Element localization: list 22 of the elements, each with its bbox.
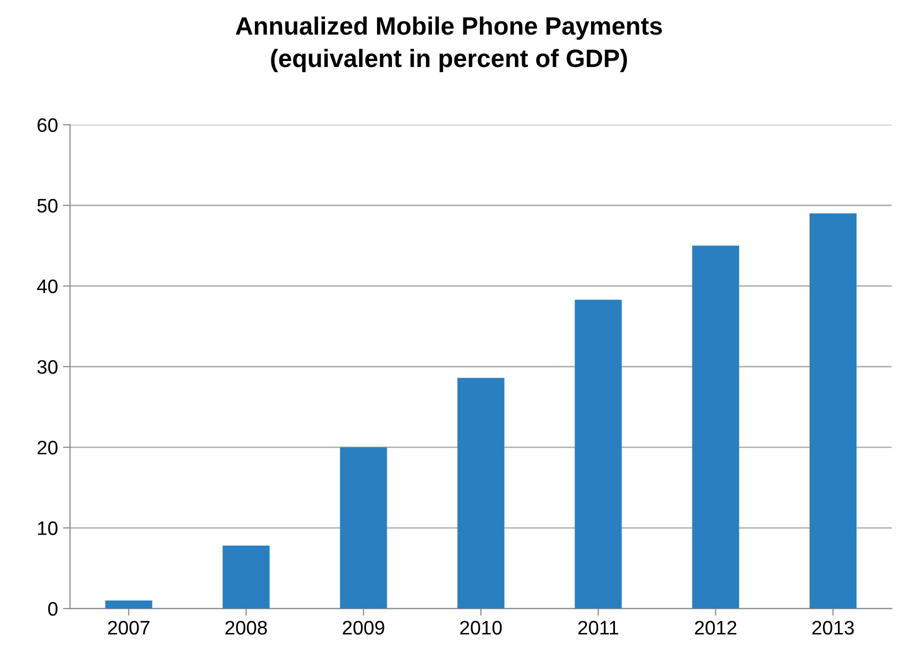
x-tick-label: 2012: [694, 620, 736, 635]
chart-title: Annualized Mobile Phone Payments (equivalent in percent of GDP): [236, 16, 662, 72]
y-tick-label: 60: [38, 118, 58, 132]
y-tick-label: 50: [37, 198, 58, 213]
x-tick-label: 2009: [342, 620, 384, 635]
y-tick-label: 0: [48, 602, 58, 616]
y-tick-label: 10: [38, 521, 58, 536]
y-tick-label: 20: [38, 440, 58, 454]
bar: [810, 213, 856, 609]
y-tick-label: 40: [37, 279, 58, 294]
x-tick-label: 2011: [578, 620, 618, 635]
x-tick-label: 2008: [225, 620, 267, 635]
x-tick-label: 2010: [460, 620, 502, 635]
bar: [457, 378, 504, 609]
bar: [105, 600, 152, 609]
bar: [340, 447, 387, 609]
bar: [692, 246, 740, 609]
bar: [574, 300, 622, 609]
y-tick-label: 30: [37, 360, 58, 374]
bar: [222, 546, 270, 609]
x-tick-label: 2013: [812, 620, 854, 635]
x-tick-label: 2007: [108, 620, 150, 635]
